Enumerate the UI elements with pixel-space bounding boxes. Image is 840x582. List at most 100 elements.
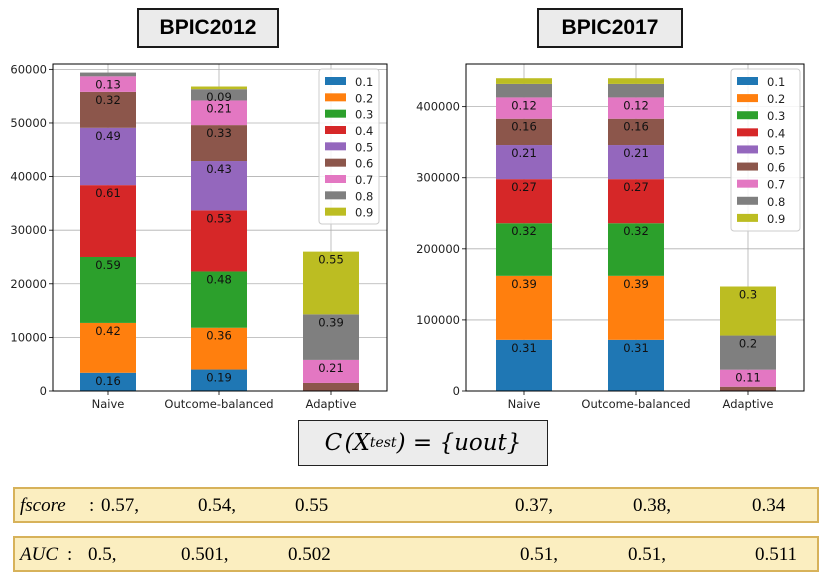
bar-value-label: 0.61 [95,186,121,200]
bar-segment [608,275,664,340]
chart-title-bpic2017: BPIC2017 [537,8,683,48]
y-tick-label: 0 [40,384,47,398]
legend-swatch [737,94,758,103]
legend-swatch [325,158,346,167]
bar-segment [191,327,247,370]
bar-segment [80,322,136,373]
auc-label: AUC [20,544,58,565]
bar-segment [80,127,136,186]
plot-frame [52,63,388,392]
legend-swatch [325,175,346,183]
bar-value-label: 0.49 [95,129,121,143]
legend-label: 0.1 [767,75,785,89]
formula-gap [406,430,413,456]
bar-value-label: 0.27 [511,180,537,194]
bar-value-label: 0.16 [511,120,537,134]
legend-swatch [325,109,346,118]
bar-segment [191,100,247,126]
x-tick-label: Naive [508,397,541,411]
legend-label: 0.2 [355,91,373,105]
bar-segment [191,161,247,211]
legend-swatch [737,196,758,205]
x-tick-label: Adaptive [723,397,774,411]
legend-label: 0.6 [355,157,373,171]
auc-value: 0.511 [755,544,798,565]
bar-segment [608,118,664,146]
legend-label: 0.4 [767,126,785,140]
bar-value-label: 0.16 [95,374,121,388]
y-tick-label: 60000 [10,62,47,76]
bar-segment [720,335,776,370]
bar-segment [303,314,359,360]
bar-segment [608,83,664,98]
legend-label: 0.2 [767,92,785,106]
y-tick-label: 0 [453,384,460,398]
legend-label: 0.8 [355,189,373,203]
bar-value-label: 0.32 [95,93,121,107]
auc-value: 0.51, [628,544,666,565]
bar-segment [191,125,247,162]
legend-label: 0.3 [355,108,373,122]
fscore-colon: : [89,495,95,516]
legend-swatch [737,111,758,120]
formula-c: C [324,430,343,456]
bar-segment [496,83,552,98]
legend-swatch [325,77,346,85]
fscore-value: 0.34 [752,495,786,516]
auc-value: 0.501, [181,544,229,565]
bar-value-label: 0.32 [511,224,537,238]
bar-segment [80,91,136,128]
formula-equals: = {uout} [412,430,522,456]
bar-segment [303,251,359,315]
bar-segment [496,78,552,84]
bar-value-label: 0.11 [735,371,761,385]
bar-value-label: 0.39 [511,277,537,291]
bar-segment [80,256,136,323]
bar-value-label: 0.21 [318,361,344,375]
x-tick-label: Outcome-balanced [164,397,273,411]
bar-value-label: 0.13 [95,77,121,91]
auc-value: 0.502 [288,544,331,565]
legend-label: 0.9 [767,212,785,226]
legend-swatch [325,191,346,200]
bar-value-label: 0.33 [206,126,232,140]
x-tick-label: Outcome-balanced [581,397,690,411]
bar-value-label: 0.3 [739,288,757,302]
bar-value-label: 0.48 [206,272,232,286]
bar-value-label: 0.16 [623,120,649,134]
bar-segment [80,76,136,92]
legend-label: 0.1 [355,75,373,89]
bar-value-label: 0.12 [511,98,537,112]
y-tick-label: 40000 [10,170,47,184]
fscore-value: 0.57, [101,495,139,516]
bar-value-label: 0.21 [206,101,232,115]
auc-value: 0.5, [88,544,117,565]
plot-frame [465,63,805,392]
bar-segment [608,223,664,276]
bar-value-label: 0.59 [95,258,121,272]
y-tick-label: 200000 [416,242,460,256]
y-tick-label: 30000 [10,223,47,237]
bar-segment [496,179,552,224]
bar-segment [80,185,136,257]
bar-segment [496,275,552,340]
legend-swatch [325,93,346,102]
bar-segment [608,78,664,84]
bar-value-label: 0.19 [206,371,232,385]
bar-value-label: 0.39 [623,277,649,291]
bar-segment [80,72,136,77]
bar-value-label: 0.31 [623,341,649,355]
legend-swatch [737,162,758,171]
legend-swatch [737,213,758,222]
legend-label: 0.7 [767,178,785,192]
legend-label: 0.3 [767,109,785,123]
bar-value-label: 0.09 [206,90,232,104]
formula-box: C (X test) = {uout} [298,420,548,466]
legend-label: 0.4 [355,124,373,138]
bar-value-label: 0.55 [318,253,344,267]
bar-segment [608,339,664,391]
legend-label: 0.9 [355,206,373,220]
bar-value-label: 0.12 [623,98,649,112]
legend-label: 0.7 [355,173,373,187]
bar-value-label: 0.42 [95,324,121,338]
